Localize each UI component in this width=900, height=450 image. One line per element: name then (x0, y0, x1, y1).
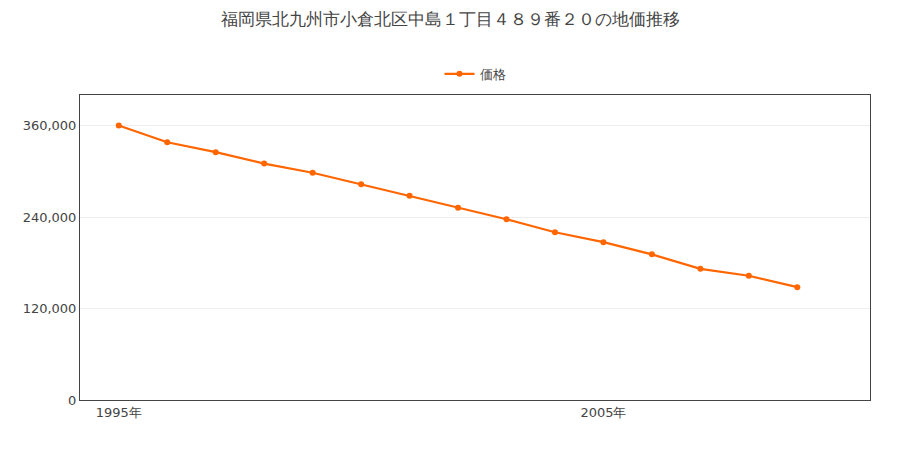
svg-text:福岡県北九州市小倉北区中島１丁目４８９番２０の地価推移: 福岡県北九州市小倉北区中島１丁目４８９番２０の地価推移 (221, 9, 680, 29)
svg-text:0: 0 (68, 393, 76, 408)
svg-text:240,000: 240,000 (23, 210, 77, 225)
svg-text:価格: 価格 (480, 67, 506, 82)
svg-text:2005年: 2005年 (580, 405, 626, 420)
svg-text:360,000: 360,000 (23, 118, 77, 133)
svg-text:120,000: 120,000 (23, 301, 77, 316)
svg-text:1995年: 1995年 (96, 405, 142, 420)
